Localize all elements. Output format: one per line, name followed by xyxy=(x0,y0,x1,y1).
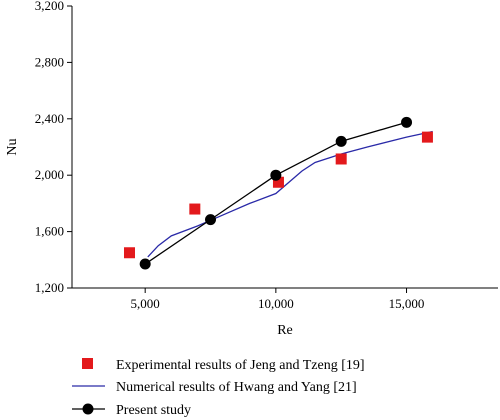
data-point-present-study xyxy=(401,116,413,128)
data-point-present-study xyxy=(270,169,282,181)
series-layer xyxy=(123,116,433,270)
ticks: 1,200 1,600 2,000 2,400 2,800 3,200 5,000 10,00… xyxy=(35,0,425,311)
data-point-jeng-tzeng xyxy=(123,247,135,259)
axes xyxy=(71,6,498,289)
legend-swatch-jeng-tzeng xyxy=(82,358,93,369)
legend-label: Present study xyxy=(116,403,191,418)
data-point-jeng-tzeng xyxy=(421,131,433,143)
y-tick-label: 1,600 xyxy=(35,224,64,239)
legend: Experimental results of Jeng and Tzeng [… xyxy=(72,358,365,418)
data-point-jeng-tzeng xyxy=(335,153,347,165)
x-tick-label: 10,000 xyxy=(258,296,294,311)
legend-label: Experimental results of Jeng and Tzeng [… xyxy=(116,358,365,373)
legend-swatch-marker-present-study xyxy=(82,403,94,415)
x-axis-title: Re xyxy=(277,323,293,338)
y-tick-label: 1,200 xyxy=(35,280,64,295)
series-line-hwang-yang xyxy=(147,130,433,258)
y-tick-label: 2,000 xyxy=(35,167,64,182)
data-point-present-study xyxy=(205,214,217,226)
y-tick-label: 3,200 xyxy=(35,0,64,13)
legend-label: Numerical results of Hwang and Yang [21] xyxy=(116,380,357,395)
x-tick-label: 5,000 xyxy=(131,296,160,311)
data-point-present-study xyxy=(335,135,347,147)
y-tick-label: 2,400 xyxy=(35,111,64,126)
data-point-jeng-tzeng xyxy=(272,176,284,188)
y-axis-title: Nu xyxy=(5,138,20,155)
data-point-present-study xyxy=(139,258,151,270)
data-point-jeng-tzeng xyxy=(189,203,201,215)
y-tick-label: 2,800 xyxy=(35,54,64,69)
x-tick-label: 15,000 xyxy=(389,296,425,311)
